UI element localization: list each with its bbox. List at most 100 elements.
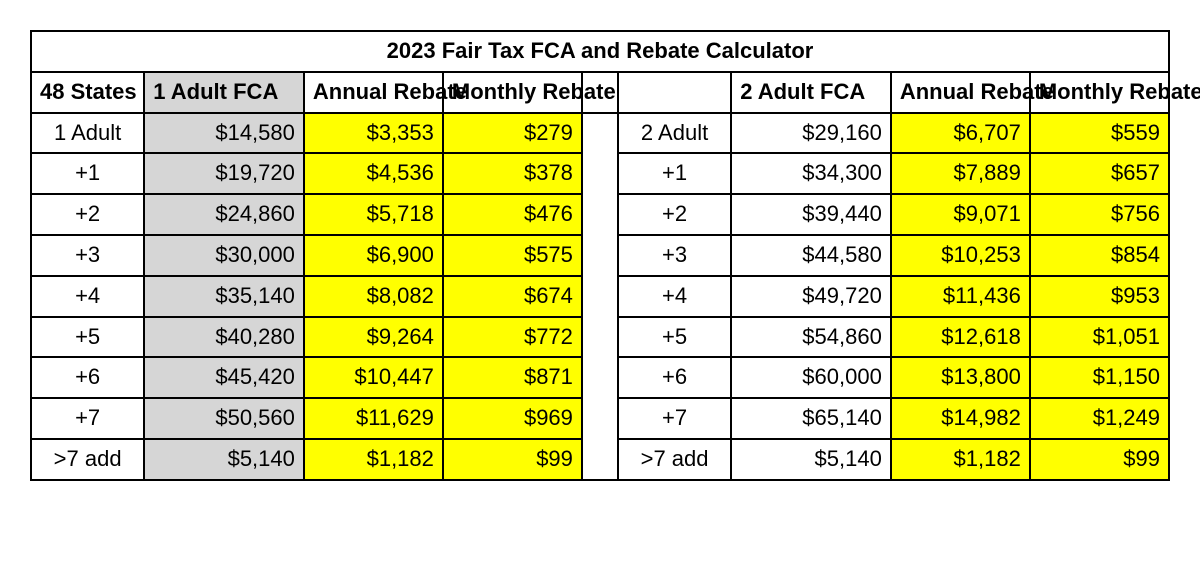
cell-annual1: $5,718 <box>304 194 443 235</box>
cell-annual1: $3,353 <box>304 113 443 154</box>
title-row: 2023 Fair Tax FCA and Rebate Calculator <box>31 31 1169 72</box>
cell-label2: +5 <box>618 317 731 358</box>
cell-fca2: $34,300 <box>731 153 891 194</box>
table-row: +2$24,860$5,718$476+2$39,440$9,071$756 <box>31 194 1169 235</box>
cell-label2: +4 <box>618 276 731 317</box>
cell-month1: $772 <box>443 317 582 358</box>
cell-month1: $871 <box>443 357 582 398</box>
cell-fca1: $5,140 <box>144 439 304 480</box>
table-row: +3$30,000$6,900$575+3$44,580$10,253$854 <box>31 235 1169 276</box>
cell-fca2: $5,140 <box>731 439 891 480</box>
cell-label1: +4 <box>31 276 144 317</box>
spacer-cell <box>582 398 618 439</box>
cell-fca2: $49,720 <box>731 276 891 317</box>
cell-month2: $953 <box>1030 276 1169 317</box>
hdr-monthly-rebate-1: Monthly Rebate <box>443 72 582 113</box>
cell-annual1: $11,629 <box>304 398 443 439</box>
cell-fca2: $65,140 <box>731 398 891 439</box>
cell-month2: $854 <box>1030 235 1169 276</box>
cell-label1: +3 <box>31 235 144 276</box>
cell-annual1: $9,264 <box>304 317 443 358</box>
cell-annual2: $11,436 <box>891 276 1030 317</box>
hdr-annual-rebate-2: Annual Rebate <box>891 72 1030 113</box>
cell-annual2: $12,618 <box>891 317 1030 358</box>
table-row: 1 Adult$14,580$3,353$279 2 Adult$29,160$6… <box>31 113 1169 154</box>
cell-fca1: $24,860 <box>144 194 304 235</box>
cell-fca2: $54,860 <box>731 317 891 358</box>
table-row: +4$35,140$8,082$674+4$49,720$11,436$953 <box>31 276 1169 317</box>
cell-label2: +3 <box>618 235 731 276</box>
hdr-blank-2 <box>618 72 731 113</box>
cell-month1: $969 <box>443 398 582 439</box>
cell-label1: +7 <box>31 398 144 439</box>
spacer-cell <box>582 439 618 480</box>
cell-month2: $99 <box>1030 439 1169 480</box>
cell-annual2: $1,182 <box>891 439 1030 480</box>
cell-label1: +2 <box>31 194 144 235</box>
cell-annual1: $10,447 <box>304 357 443 398</box>
table-title: 2023 Fair Tax FCA and Rebate Calculator <box>31 31 1169 72</box>
hdr-monthly-rebate-2: Monthly Rebate <box>1030 72 1169 113</box>
cell-annual2: $6,707 <box>891 113 1030 154</box>
cell-label1: 1 Adult <box>31 113 144 154</box>
cell-month2: $1,150 <box>1030 357 1169 398</box>
cell-annual2: $9,071 <box>891 194 1030 235</box>
cell-fca1: $40,280 <box>144 317 304 358</box>
cell-fca1: $30,000 <box>144 235 304 276</box>
cell-annual1: $8,082 <box>304 276 443 317</box>
header-row: 48 States 1 Adult FCA Annual Rebate Mont… <box>31 72 1169 113</box>
cell-fca1: $14,580 <box>144 113 304 154</box>
cell-annual2: $13,800 <box>891 357 1030 398</box>
fca-rebate-table: 2023 Fair Tax FCA and Rebate Calculator … <box>30 30 1170 481</box>
spacer-cell <box>582 153 618 194</box>
cell-month1: $378 <box>443 153 582 194</box>
cell-label1: +6 <box>31 357 144 398</box>
cell-fca2: $39,440 <box>731 194 891 235</box>
cell-month1: $575 <box>443 235 582 276</box>
cell-label2: +7 <box>618 398 731 439</box>
cell-fca1: $45,420 <box>144 357 304 398</box>
cell-fca2: $44,580 <box>731 235 891 276</box>
hdr-1-adult-fca: 1 Adult FCA <box>144 72 304 113</box>
cell-month1: $99 <box>443 439 582 480</box>
cell-fca2: $60,000 <box>731 357 891 398</box>
cell-month1: $674 <box>443 276 582 317</box>
cell-month2: $559 <box>1030 113 1169 154</box>
cell-label1: +1 <box>31 153 144 194</box>
spacer-cell <box>582 235 618 276</box>
cell-label2: >7 add <box>618 439 731 480</box>
table-row: +5$40,280$9,264$772+5$54,860$12,618$1,05… <box>31 317 1169 358</box>
cell-month2: $657 <box>1030 153 1169 194</box>
cell-month1: $476 <box>443 194 582 235</box>
cell-label2: +6 <box>618 357 731 398</box>
table-row: +1$19,720$4,536$378+1$34,300$7,889$657 <box>31 153 1169 194</box>
hdr-annual-rebate-1: Annual Rebate <box>304 72 443 113</box>
table-row: +7$50,560$11,629$969+7$65,140$14,982$1,2… <box>31 398 1169 439</box>
cell-label2: 2 Adult <box>618 113 731 154</box>
spacer-cell <box>582 113 618 154</box>
spacer-cell <box>582 317 618 358</box>
cell-annual2: $14,982 <box>891 398 1030 439</box>
table-row: >7 add$5,140$1,182$99>7 add$5,140$1,182$… <box>31 439 1169 480</box>
table-row: +6$45,420$10,447$871+6$60,000$13,800$1,1… <box>31 357 1169 398</box>
spacer-cell <box>582 194 618 235</box>
cell-month1: $279 <box>443 113 582 154</box>
hdr-2-adult-fca: 2 Adult FCA <box>731 72 891 113</box>
cell-annual2: $7,889 <box>891 153 1030 194</box>
spacer-cell <box>582 357 618 398</box>
cell-month2: $1,051 <box>1030 317 1169 358</box>
cell-label2: +1 <box>618 153 731 194</box>
hdr-48-states: 48 States <box>31 72 144 113</box>
cell-fca1: $19,720 <box>144 153 304 194</box>
cell-label1: +5 <box>31 317 144 358</box>
cell-label2: +2 <box>618 194 731 235</box>
cell-fca2: $29,160 <box>731 113 891 154</box>
cell-annual2: $10,253 <box>891 235 1030 276</box>
cell-label1: >7 add <box>31 439 144 480</box>
spacer-cell <box>582 276 618 317</box>
cell-month2: $756 <box>1030 194 1169 235</box>
table-body: 1 Adult$14,580$3,353$2792 Adult$29,160$6… <box>31 113 1169 480</box>
cell-annual1: $6,900 <box>304 235 443 276</box>
cell-fca1: $35,140 <box>144 276 304 317</box>
cell-month2: $1,249 <box>1030 398 1169 439</box>
